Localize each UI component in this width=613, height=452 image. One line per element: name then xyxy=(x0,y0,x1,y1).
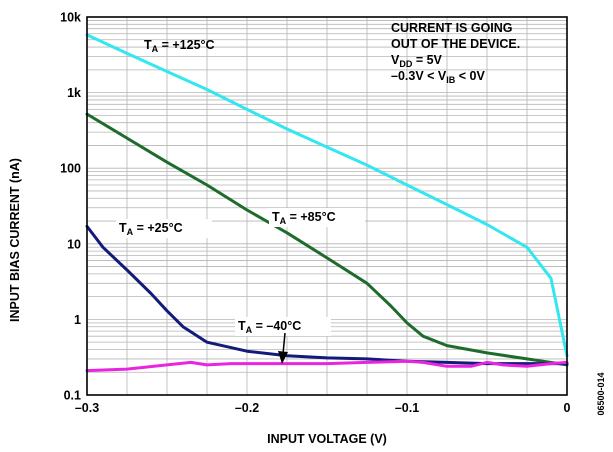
series-line xyxy=(85,224,569,366)
label-40-arrow-head xyxy=(278,351,288,364)
x-tick-label: –0.3 xyxy=(75,401,99,415)
series-label: TA = +25°C xyxy=(119,221,183,237)
series-line xyxy=(85,359,569,373)
series-label-background xyxy=(116,219,212,238)
series-line xyxy=(85,112,569,367)
label-40-arrow-line xyxy=(282,332,286,355)
y-tick-label: 100 xyxy=(60,162,81,176)
annotation-line: VDD = 5V xyxy=(391,53,443,69)
figure-id: 06500-014 xyxy=(596,372,606,415)
series-label: TA = –40°C xyxy=(238,319,301,335)
series-lines xyxy=(85,33,569,373)
conditions-annotation: CURRENT IS GOING OUT OF THE DEVICE. VDD = … xyxy=(391,21,520,85)
x-axis-label: INPUT VOLTAGE (V) xyxy=(267,432,387,446)
y-axis-label: INPUT BIAS CURRENT (nA) xyxy=(8,158,22,322)
annotation-line: OUT OF THE DEVICE. xyxy=(391,37,520,51)
series-label: TA = +85°C xyxy=(272,210,336,226)
annotation-line: –0.3V < VIB < 0V xyxy=(391,69,485,85)
series-labels: TA = +125°C TA = +85°C TA = +25°C TA = –40°… xyxy=(116,38,365,336)
tick-labels: –0.3 –0.2 –0.1 0 0.1 1 10 100 1k 10k xyxy=(60,11,570,416)
x-tick-label: 0 xyxy=(564,401,571,415)
y-tick-label: 10 xyxy=(67,237,81,251)
series-line xyxy=(85,33,569,358)
y-tick-label: 0.1 xyxy=(64,389,81,403)
annotation-line: CURRENT IS GOING xyxy=(391,21,513,35)
y-tick-label: 1 xyxy=(74,313,81,327)
plot-frame xyxy=(86,16,568,396)
series-label-background xyxy=(269,208,365,227)
x-tick-label: –0.1 xyxy=(395,401,419,415)
series-label: TA = +125°C xyxy=(144,38,215,54)
x-tick-label: –0.2 xyxy=(235,401,259,415)
grid-lines xyxy=(86,17,568,396)
series-label-background xyxy=(235,317,331,336)
y-tick-label: 10k xyxy=(60,11,81,25)
y-tick-label: 1k xyxy=(67,86,81,100)
